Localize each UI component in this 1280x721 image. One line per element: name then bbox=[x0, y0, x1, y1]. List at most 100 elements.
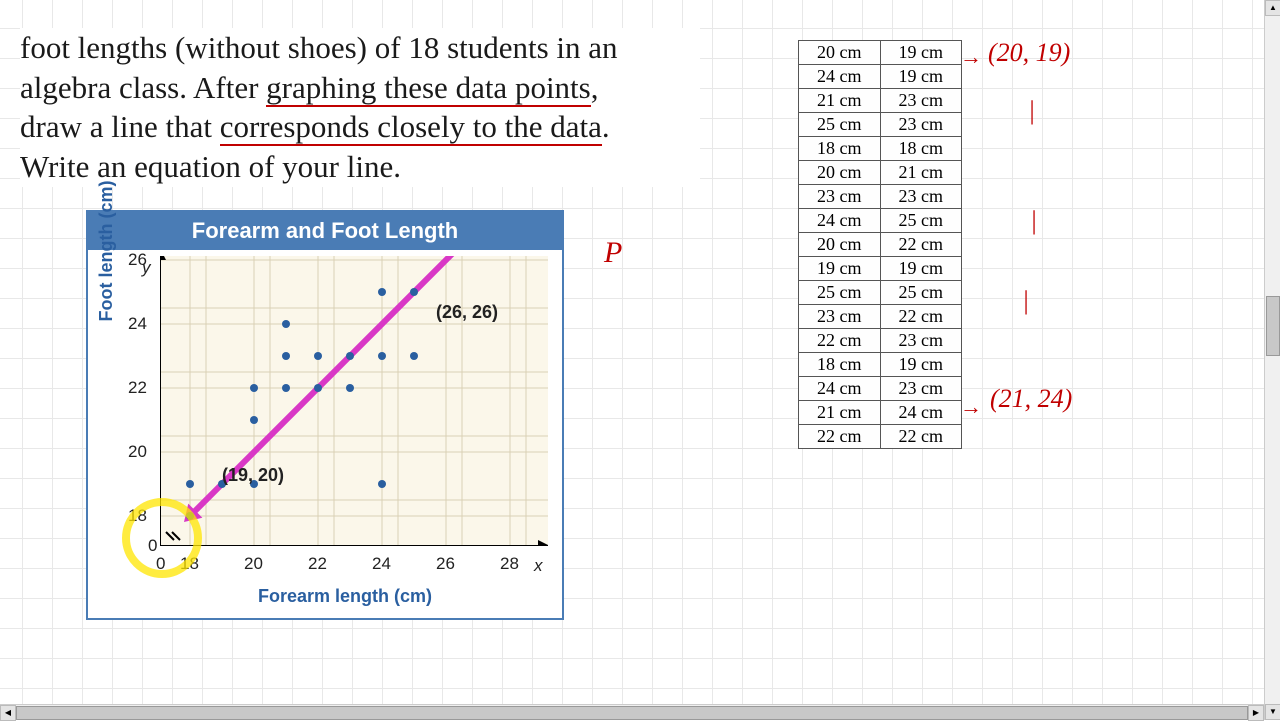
table-cell: 23 cm bbox=[799, 185, 881, 209]
table-cell: 23 cm bbox=[880, 185, 962, 209]
point-label-2: (26, 26) bbox=[436, 302, 498, 323]
tally-mark: | bbox=[1028, 96, 1035, 126]
horizontal-scrollbar[interactable]: ◀ ▶ bbox=[0, 704, 1264, 720]
table-cell: 19 cm bbox=[880, 353, 962, 377]
y-tick: 20 bbox=[128, 442, 147, 462]
table-cell: 20 cm bbox=[799, 161, 881, 185]
scroll-thumb-h[interactable] bbox=[16, 706, 1248, 720]
table-cell: 25 cm bbox=[880, 281, 962, 305]
handwritten-coord-1: (20, 19) bbox=[988, 38, 1070, 68]
table-cell: 22 cm bbox=[880, 233, 962, 257]
table-row: 24 cm23 cm bbox=[799, 377, 962, 401]
table-cell: 23 cm bbox=[880, 329, 962, 353]
table-row: 20 cm19 cm bbox=[799, 41, 962, 65]
x-axis-label: Forearm length (cm) bbox=[258, 586, 432, 607]
table-cell: 25 cm bbox=[799, 281, 881, 305]
text-fragment: draw a line that bbox=[20, 109, 220, 144]
table-row: 20 cm21 cm bbox=[799, 161, 962, 185]
table-cell: 24 cm bbox=[799, 377, 881, 401]
y-axis-label: Foot length (cm) bbox=[96, 166, 117, 336]
scroll-left-button[interactable]: ◀ bbox=[0, 705, 16, 721]
underlined-phrase-1: graphing these data points bbox=[266, 70, 591, 107]
underlined-phrase-2: corresponds closely to the data bbox=[220, 109, 602, 146]
table-cell: 24 cm bbox=[799, 209, 881, 233]
scroll-up-button[interactable]: ▲ bbox=[1265, 0, 1280, 16]
scroll-track[interactable] bbox=[1265, 16, 1280, 704]
table-row: 21 cm24 cm bbox=[799, 401, 962, 425]
x-tick: 22 bbox=[308, 554, 327, 574]
table-cell: 25 cm bbox=[880, 209, 962, 233]
table-cell: 18 cm bbox=[799, 353, 881, 377]
x-tick: 20 bbox=[244, 554, 263, 574]
table-row: 25 cm25 cm bbox=[799, 281, 962, 305]
page-content: foot lengths (without shoes) of 18 stude… bbox=[0, 0, 1280, 720]
problem-line-3: draw a line that corresponds closely to … bbox=[20, 107, 700, 147]
table-row: 22 cm23 cm bbox=[799, 329, 962, 353]
text-fragment: algebra class. After bbox=[20, 70, 266, 105]
table-cell: 20 cm bbox=[799, 233, 881, 257]
table-cell: 19 cm bbox=[880, 41, 962, 65]
table-cell: 25 cm bbox=[799, 113, 881, 137]
y-tick: 22 bbox=[128, 378, 147, 398]
table-cell: 19 cm bbox=[880, 257, 962, 281]
table-cell: 21 cm bbox=[799, 89, 881, 113]
x-tick: 26 bbox=[436, 554, 455, 574]
table-row: 20 cm22 cm bbox=[799, 233, 962, 257]
problem-text: foot lengths (without shoes) of 18 stude… bbox=[20, 28, 700, 187]
highlight-circle bbox=[122, 498, 202, 578]
table-cell: 23 cm bbox=[880, 89, 962, 113]
y-tick: 26 bbox=[128, 250, 147, 270]
table-row: 18 cm19 cm bbox=[799, 353, 962, 377]
table-cell: 23 cm bbox=[799, 305, 881, 329]
vertical-scrollbar[interactable]: ▲ ▼ bbox=[1264, 0, 1280, 720]
table-row: 25 cm23 cm bbox=[799, 113, 962, 137]
table-cell: 21 cm bbox=[799, 401, 881, 425]
data-table: 20 cm19 cm24 cm19 cm21 cm23 cm25 cm23 cm… bbox=[798, 40, 962, 449]
x-tick: 28 bbox=[500, 554, 519, 574]
x-var-label: x bbox=[534, 556, 543, 576]
problem-line-4: Write an equation of your line. bbox=[20, 147, 700, 187]
problem-line-2: algebra class. After graphing these data… bbox=[20, 68, 700, 108]
table-cell: 18 cm bbox=[799, 137, 881, 161]
point-label-1: (19, 20) bbox=[222, 465, 284, 486]
scroll-down-button[interactable]: ▼ bbox=[1265, 704, 1280, 720]
arrow-icon: → bbox=[960, 44, 982, 70]
table-cell: 22 cm bbox=[799, 329, 881, 353]
table-row: 18 cm18 cm bbox=[799, 137, 962, 161]
table-cell: 23 cm bbox=[880, 113, 962, 137]
scroll-thumb[interactable] bbox=[1266, 296, 1280, 356]
text-fragment: , bbox=[591, 70, 599, 105]
table-row: 22 cm22 cm bbox=[799, 425, 962, 449]
table-cell: 20 cm bbox=[799, 41, 881, 65]
tally-mark: | bbox=[1022, 286, 1029, 316]
table-row: 23 cm22 cm bbox=[799, 305, 962, 329]
tally-mark: | bbox=[1030, 206, 1037, 236]
table-row: 24 cm25 cm bbox=[799, 209, 962, 233]
table-cell: 23 cm bbox=[880, 377, 962, 401]
table-cell: 18 cm bbox=[880, 137, 962, 161]
table-cell: 19 cm bbox=[880, 65, 962, 89]
table-cell: 22 cm bbox=[799, 425, 881, 449]
scroll-track-h[interactable] bbox=[16, 705, 1248, 720]
table-cell: 22 cm bbox=[880, 425, 962, 449]
handwritten-coord-2: (21, 24) bbox=[990, 384, 1072, 414]
table-row: 24 cm19 cm bbox=[799, 65, 962, 89]
handwritten-scribble: P bbox=[604, 236, 622, 270]
table-row: 21 cm23 cm bbox=[799, 89, 962, 113]
chart-title: Forearm and Foot Length bbox=[88, 212, 562, 250]
text-fragment: . bbox=[602, 109, 610, 144]
table-cell: 22 cm bbox=[880, 305, 962, 329]
arrow-icon: → bbox=[960, 394, 982, 420]
table-cell: 24 cm bbox=[799, 65, 881, 89]
scroll-right-button[interactable]: ▶ bbox=[1248, 705, 1264, 721]
table-row: 19 cm19 cm bbox=[799, 257, 962, 281]
table-cell: 21 cm bbox=[880, 161, 962, 185]
table-cell: 24 cm bbox=[880, 401, 962, 425]
y-tick: 24 bbox=[128, 314, 147, 334]
plot-svg bbox=[160, 256, 548, 546]
scatter-plot bbox=[160, 256, 548, 546]
table-cell: 19 cm bbox=[799, 257, 881, 281]
x-tick: 24 bbox=[372, 554, 391, 574]
table-row: 23 cm23 cm bbox=[799, 185, 962, 209]
problem-line-1: foot lengths (without shoes) of 18 stude… bbox=[20, 28, 700, 68]
